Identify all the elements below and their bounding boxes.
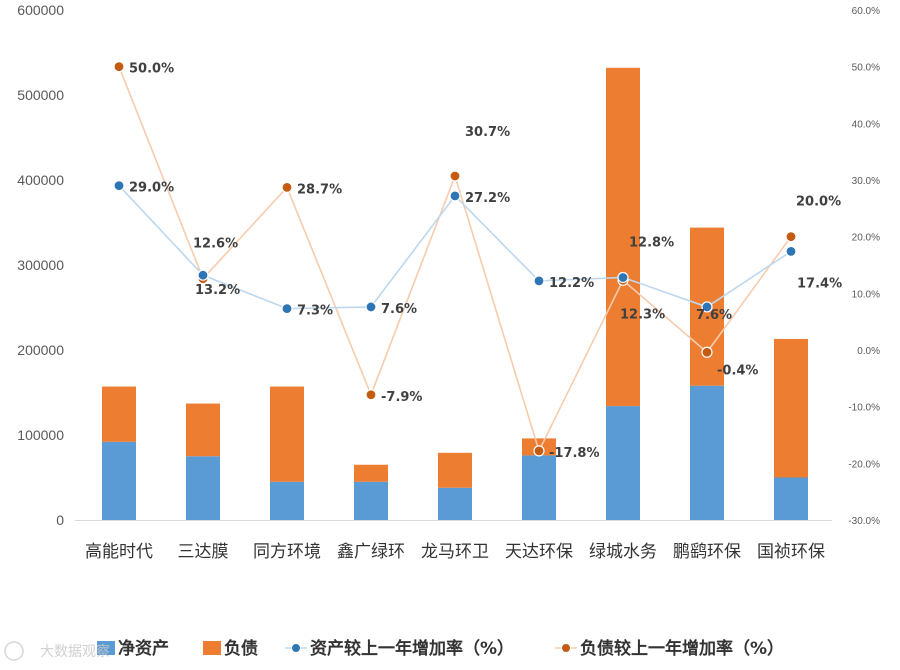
point-liability-rate [533, 445, 545, 457]
bar-equity [354, 481, 388, 520]
left-tick-label: 0 [56, 512, 64, 528]
category-label: 龙马环卫 [421, 542, 489, 562]
left-tick-label: 400000 [17, 172, 64, 188]
data-label-liability-rate: 12.3% [620, 307, 665, 322]
bar-equity [186, 456, 220, 520]
right-tick-label: 40.0% [852, 119, 880, 130]
bar-liabilities [774, 338, 808, 478]
right-tick-label: 60.0% [852, 6, 880, 17]
legend-marker-asset-rate [291, 643, 301, 653]
legend-swatch-liabilities [203, 641, 221, 655]
point-asset-rate [701, 301, 713, 313]
right-tick-label: 30.0% [852, 176, 880, 187]
legend-label-equity: 净资产 [118, 638, 169, 659]
data-label-asset-rate: 12.8% [629, 235, 674, 250]
bar-equity [690, 385, 724, 520]
point-asset-rate [197, 269, 209, 281]
category-label: 三达膜 [178, 542, 229, 562]
watermark: 大数据观察 [4, 641, 110, 661]
legend: 净资产 负债 资产较上一年增加率（%） 负债较上一年增加率（%） [97, 638, 784, 659]
category-label: 高能时代 [85, 542, 153, 562]
legend-swatch-equity [97, 641, 115, 655]
point-asset-rate [449, 190, 461, 202]
data-label-asset-rate: 7.6% [381, 302, 417, 317]
bar-equity [522, 455, 556, 520]
right-tick-label: -20.0% [848, 459, 880, 470]
point-asset-rate [617, 271, 629, 284]
bar-liabilities [270, 386, 304, 482]
legend-label-asset-rate: 资产较上一年增加率（%） [310, 638, 514, 659]
data-label-asset-rate: 12.2% [549, 276, 594, 291]
bar-liabilities [438, 452, 472, 488]
right-tick-label: 10.0% [852, 289, 880, 300]
left-tick-label: 600000 [17, 2, 64, 18]
right-tick-label: -30.0% [848, 516, 880, 527]
bar-liabilities [354, 464, 388, 482]
point-asset-rate [533, 275, 545, 287]
point-liability-rate [785, 231, 797, 243]
bar-equity [102, 441, 136, 520]
point-liability-rate [449, 170, 461, 182]
bar-liabilities [102, 386, 136, 442]
left-tick-label: 100000 [17, 427, 64, 443]
right-tick-label: -10.0% [848, 403, 880, 414]
right-tick-label: 20.0% [852, 233, 880, 244]
bar-equity [774, 477, 808, 520]
point-liability-rate [113, 61, 125, 73]
rate-lines [113, 61, 797, 457]
legend-marker-liability-rate [561, 643, 571, 653]
data-labels: 29.0% 13.2% 7.3% 7.6% 27.2% 12.2% 12.8% 7.6% 17.… [129, 62, 842, 461]
legend-label-liabilities: 负债 [224, 638, 258, 659]
point-liability-rate [281, 181, 293, 193]
legend-label-liability-rate: 负债较上一年增加率（%） [580, 638, 784, 659]
right-tick-label: 50.0% [852, 63, 880, 74]
data-label-liability-rate: 12.6% [193, 237, 238, 252]
point-asset-rate [365, 301, 377, 313]
data-label-asset-rate: 17.4% [797, 276, 842, 291]
data-label-asset-rate: 7.3% [297, 304, 333, 319]
data-label-asset-rate: 7.6% [696, 308, 732, 323]
category-label: 绿城水务 [589, 542, 657, 562]
category-label: 鹏鹞环保 [673, 542, 741, 562]
data-label-liability-rate: -7.9% [381, 390, 422, 405]
data-label-liability-rate: 50.0% [129, 62, 174, 77]
bar-equity [438, 487, 472, 520]
category-label: 同方环境 [253, 542, 321, 562]
data-label-asset-rate: 27.2% [465, 191, 510, 206]
watermark-text: 大数据观察 [40, 643, 110, 660]
bar-liabilities [186, 403, 220, 457]
bar-liabilities [606, 67, 640, 407]
left-axis: 0 100000 200000 300000 400000 500000 600000 [17, 2, 64, 528]
data-label-liability-rate: -17.8% [549, 446, 600, 461]
data-label-liability-rate: 20.0% [796, 195, 841, 210]
left-tick-label: 200000 [17, 342, 64, 358]
point-liability-rate [365, 389, 377, 401]
category-label: 鑫广绿环 [337, 542, 405, 562]
data-label-liability-rate: -0.4% [717, 363, 758, 378]
data-label-liability-rate: 28.7% [297, 182, 342, 197]
data-label-liability-rate: 30.7% [465, 125, 510, 140]
category-label: 国祯环保 [757, 542, 825, 562]
point-asset-rate [785, 245, 797, 257]
left-tick-label: 300000 [17, 257, 64, 273]
bar-equity [270, 481, 304, 520]
right-tick-label: 0.0% [857, 346, 880, 357]
point-asset-rate [281, 303, 293, 315]
data-label-asset-rate: 13.2% [195, 283, 240, 298]
category-label: 天达环保 [505, 542, 573, 562]
data-label-asset-rate: 29.0% [129, 181, 174, 196]
left-tick-label: 500000 [17, 87, 64, 103]
bar-equity [606, 406, 640, 520]
right-axis: -30.0% -20.0% -10.0% 0.0% 10.0% 20.0% 30.0% 40.… [848, 6, 880, 527]
category-labels: 高能时代 三达膜 同方环境 鑫广绿环 龙马环卫 天达环保 绿城水务 鹏鹞环保 国祯环保 [85, 542, 825, 562]
point-asset-rate [113, 180, 125, 192]
point-liability-rate [701, 346, 713, 358]
watermark-logo-icon [4, 641, 24, 661]
